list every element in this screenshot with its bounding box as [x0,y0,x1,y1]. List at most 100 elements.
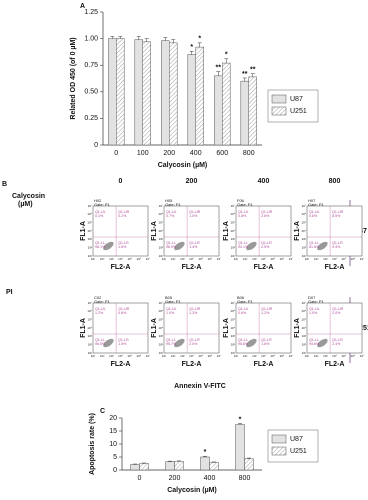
x-tick-label: 10⁴ [118,354,123,358]
y-tick-label: 10² [302,342,306,346]
x-tick-label: 10⁶ [351,354,356,358]
quadrant-name: Q1-LR [189,241,200,245]
legend-label: U87 [290,96,303,103]
x-tick-label: 10⁵ [341,354,346,358]
column-header: 400 [258,178,270,185]
quadrant-percent: 9.4% [332,245,341,249]
error-bar [118,36,123,39]
y-tick-label: 10⁴ [87,326,92,330]
quadrant-name: Q1-UL [166,307,177,311]
y-tick-label: 20 [109,415,117,422]
legend-swatch [271,434,287,444]
x-tick-label: 0 [114,150,118,157]
cell-cloud [246,241,257,251]
x-tick-label: 10⁷ [146,257,150,261]
x-tick-label: 10⁶ [208,354,213,358]
quadrant-percent: 8.5% [332,214,341,218]
x-tick-label: 0 [138,475,142,482]
significance: * [239,416,242,423]
y-tick-label: 10³ [231,334,235,338]
x-tick-label: 10³ [109,354,113,358]
x-tick-label: 10⁷ [217,257,221,261]
x-tick-label: 10² [100,257,104,261]
plot-frame [92,302,149,354]
y-tick-label: 10³ [88,334,92,338]
quadrant-percent: 98.1% [95,245,106,249]
x-tick-label: 10⁷ [289,257,293,261]
x-tick-label: 10¹ [162,354,166,358]
plot-x-label: FL2-A [182,361,202,368]
quadrant-name: Q1-LL [95,338,105,342]
plot-frame [306,302,363,354]
quadrant-percent: 2.5% [261,245,270,249]
quadrant-percent: 1.0% [189,214,198,218]
x-tick-label: 10³ [252,354,256,358]
x-tick-label: 10⁷ [146,354,150,358]
gate: Gate: P1 [165,202,182,207]
y-tick-label: 10⁴ [87,229,92,233]
y-tick-label: 10² [302,245,306,249]
x-tick-label: 10² [243,257,247,261]
error-bar [168,460,172,462]
sample-id: D07 [308,295,316,300]
quadrant-percent: 0.2% [118,214,127,218]
x-tick-label: 10¹ [91,257,95,261]
quadrant-name: Q1-UL [238,210,249,214]
y-tick-label: 10⁵ [301,317,306,321]
quadrant-percent: 96.6% [238,342,249,346]
bar [130,464,140,471]
y-tick-label: 10² [159,245,163,249]
quadrant-percent: 1.2% [95,311,104,315]
y-tick-label: 10⁵ [158,220,163,224]
quadrant-name: Q1-LR [118,338,129,342]
quadrant-percent: 0.8% [238,214,247,218]
quadrant-name: Q1-LR [332,241,343,245]
bar [108,38,117,146]
x-tick-label: 10³ [180,354,184,358]
x-tick-label: 800 [239,475,251,482]
x-tick-label: 10⁴ [189,257,194,261]
quadrant-percent: 1.6% [261,342,270,346]
legend-label: U251 [290,108,307,115]
quadrant-name: Q1-UL [238,307,249,311]
y-tick-label: 10⁶ [158,212,163,216]
y-tick-label: 10¹ [231,351,235,355]
quadrant-percent: 0.6% [309,214,318,218]
y-tick-label: 10³ [302,334,306,338]
y-tick-label: 10⁴ [230,326,235,330]
panel-letter: B [2,181,7,188]
quadrant-name: Q1-UR [261,307,273,311]
significance: ** [242,71,248,78]
panel-letter: C [100,408,105,415]
y-tick-label: 10¹ [302,351,306,355]
x-tick-label: 10⁶ [137,354,142,358]
calycosin-label: Calycosin [12,193,45,200]
x-axis-label: Calycosin (µM) [158,162,208,169]
y-tick-label: 10⁴ [158,229,163,233]
y-tick-label: 10⁶ [230,212,235,216]
y-tick-label: 10⁵ [230,317,235,321]
x-tick-label: 10³ [323,354,327,358]
error-bar [163,37,168,41]
x-tick-label: 10⁵ [127,354,132,358]
y-tick-label: 10⁶ [230,309,235,313]
quadrant-name: Q1-UR [189,307,201,311]
y-tick-label: 10⁷ [231,301,235,305]
bar [200,456,210,471]
quadrant-percent: 2.0% [332,311,341,315]
plot-frame [92,205,149,257]
unit-label: (µM) [18,201,33,208]
bar [165,461,175,471]
cell-cloud [103,241,114,251]
error-bar [133,463,137,465]
y-tick-label: 10⁴ [301,326,306,330]
bar [195,46,204,146]
x-tick-label: 200 [163,150,175,157]
plot-y-label: FL1-A [294,318,301,338]
x-tick-label: 10¹ [305,354,309,358]
cell-cloud [317,241,328,251]
y-tick-label: 10³ [159,237,163,241]
quadrant-percent: 1.5% [118,342,127,346]
quadrant-name: Q1-UL [166,210,177,214]
